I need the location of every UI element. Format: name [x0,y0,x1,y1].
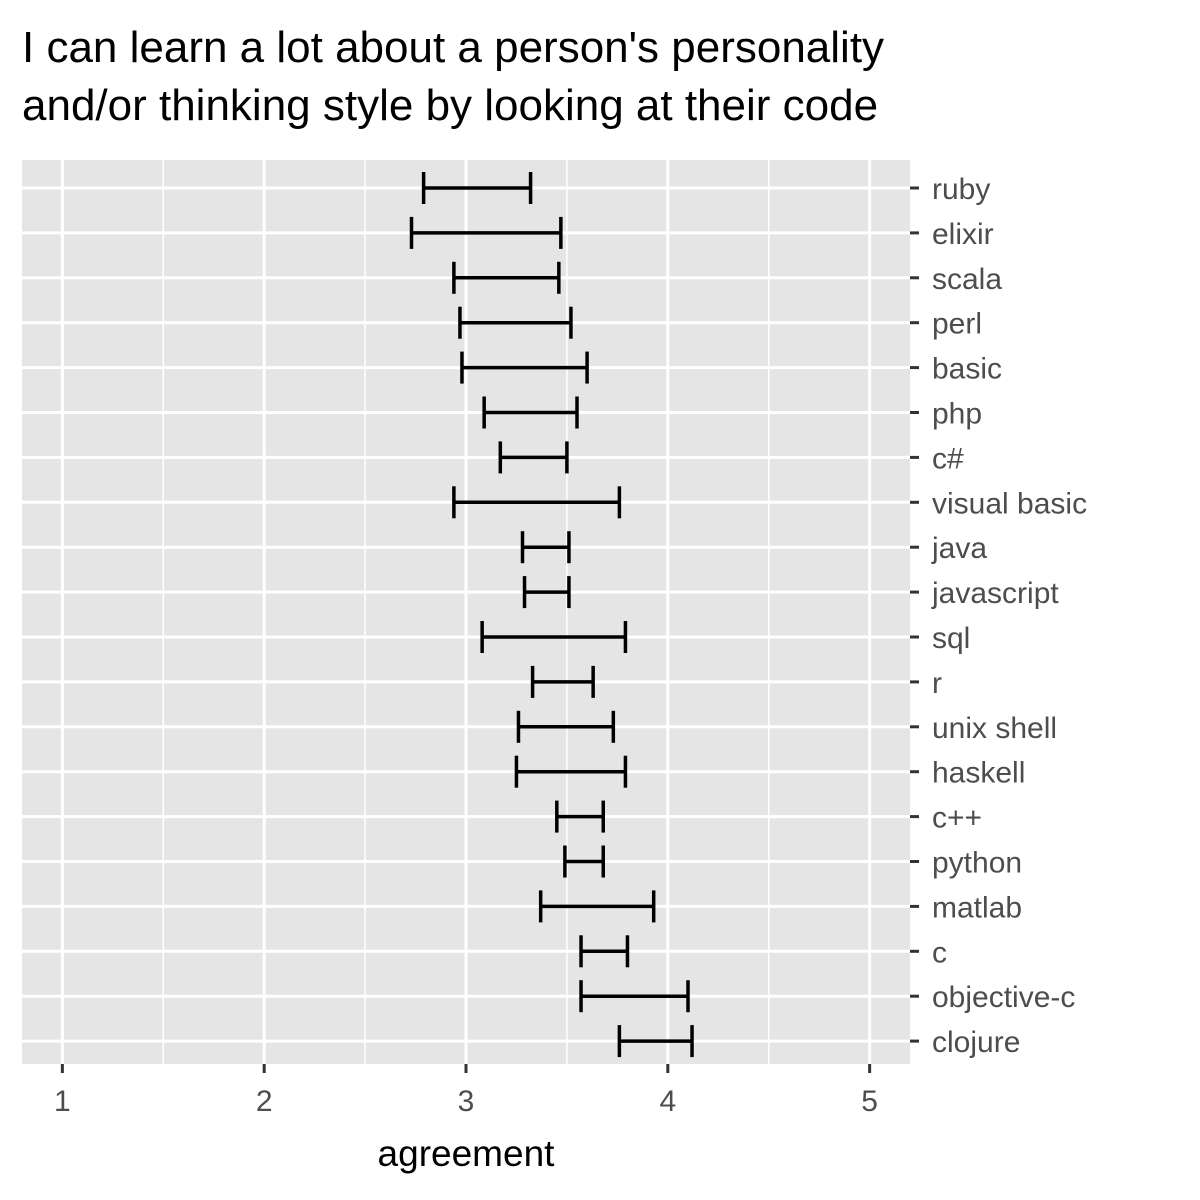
errorbar-python [563,845,605,878]
y-axis: ruby elixir scala perl basic php c# visual basi… [910,173,1087,1059]
y-category-label: c# [932,442,964,475]
chart-title-line-2: and/or thinking style by looking at thei… [22,81,878,130]
y-category-label: haskell [932,757,1025,790]
chart-title-line-1: I can learn a lot about a person's perso… [22,23,884,72]
y-category-label: clojure [932,1026,1020,1059]
x-tick-label: 4 [659,1085,676,1118]
errorbar-sql [480,621,628,653]
errorbar-r [530,665,595,698]
x-tick-label: 2 [256,1085,273,1118]
errorbar-php [482,396,579,429]
errorbar-objective-c [579,980,690,1013]
x-axis-title: agreement [378,1133,556,1174]
errorbar-c- [555,800,605,833]
x-tick-label: 3 [458,1085,475,1118]
y-category-label: matlab [932,891,1022,924]
errorbar-c- [498,441,569,474]
minor-gridlines [162,160,770,1064]
y-category-label: ruby [932,173,990,206]
y-category-label: perl [932,308,982,341]
y-category-label: elixir [932,218,994,251]
errorbar-ruby [421,172,533,204]
y-category-label: sql [932,622,970,655]
errorbar-scala [452,261,561,294]
y-category-label: r [932,667,942,700]
y-category-label: php [932,398,982,431]
y-category-label: basic [932,353,1002,386]
errorbar-clojure [617,1025,694,1058]
errorbar-unix-shell [516,710,616,743]
errorbar-java [520,531,571,564]
y-category-label: scala [932,263,1002,296]
errorbar-elixir [409,216,563,249]
y-category-label: javascript [931,577,1059,610]
errorbar-javascript [522,576,571,609]
errorbar-perl [458,306,573,339]
x-axis: 1 2 3 4 5 [54,1064,878,1118]
errorbar-haskell [514,755,628,788]
x-tick-label: 5 [861,1085,878,1118]
error-bars [409,172,694,1058]
errorbar-c [579,935,630,968]
x-tick-label: 1 [54,1085,71,1118]
errorbar-matlab [538,890,656,923]
y-category-label: unix shell [932,712,1057,745]
y-category-label: c++ [932,802,982,835]
y-category-label: python [932,847,1022,880]
errorbar-visual-basic [452,486,622,519]
y-category-label: visual basic [932,487,1087,520]
y-category-label: java [931,532,987,565]
errorbar-basic [460,351,589,384]
y-category-label: objective-c [932,981,1075,1014]
y-category-label: c [932,936,947,969]
